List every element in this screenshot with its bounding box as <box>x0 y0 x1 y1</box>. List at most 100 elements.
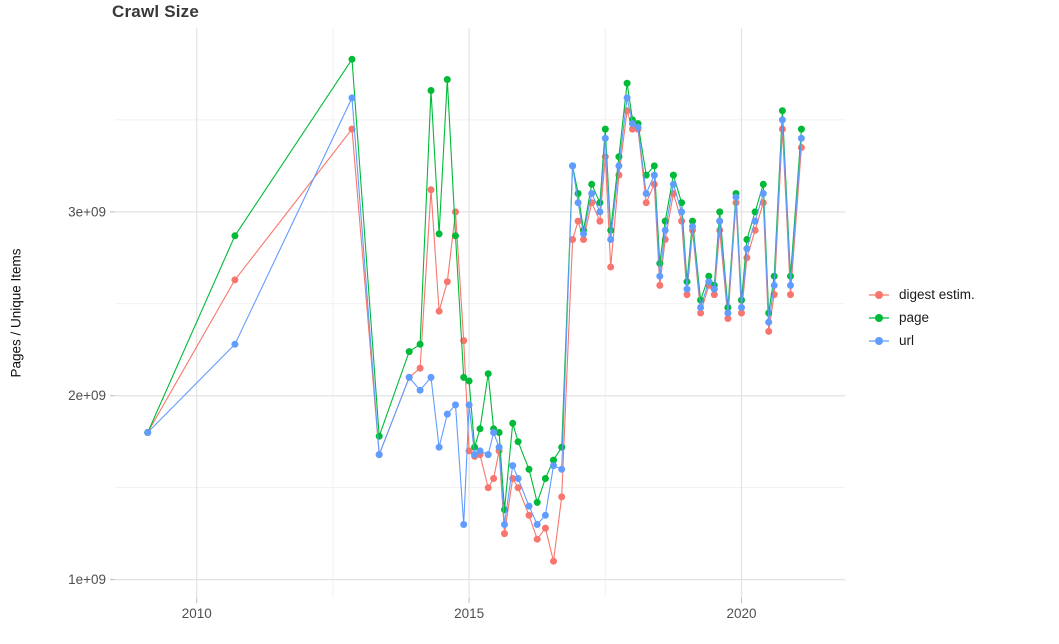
series-digest-estim <box>144 107 805 565</box>
data-point-url <box>697 304 705 311</box>
data-point-url <box>550 462 557 470</box>
data-point-url <box>569 162 577 170</box>
data-point-digest-estim <box>574 217 582 225</box>
data-point-url <box>541 511 549 519</box>
data-point-page <box>375 432 383 440</box>
x-tick-label: 2015 <box>454 606 484 621</box>
data-point-page <box>348 55 356 63</box>
data-point-url <box>705 278 713 286</box>
data-point-url <box>514 475 522 482</box>
y-axis-label: Pages / Unique Items <box>8 248 24 378</box>
data-point-page <box>797 125 805 133</box>
data-point-digest-estim <box>765 327 773 335</box>
series-url <box>144 94 805 528</box>
data-point-digest-estim <box>443 278 451 286</box>
data-point-page <box>759 180 767 188</box>
data-point-page <box>405 348 413 356</box>
data-point-page <box>705 272 713 280</box>
data-point-page <box>615 153 623 161</box>
data-point-page <box>656 259 664 267</box>
data-point-url <box>623 94 631 102</box>
data-point-digest-estim <box>596 217 604 225</box>
data-point-url <box>596 208 604 216</box>
data-point-digest-estim <box>569 236 577 243</box>
data-point-url <box>405 373 413 381</box>
data-point-url <box>435 443 443 451</box>
data-point-url <box>476 447 484 455</box>
data-point-page <box>509 419 517 427</box>
data-point-page <box>558 443 566 451</box>
grid-major <box>115 28 845 598</box>
data-point-url <box>732 193 740 201</box>
data-point-url <box>348 94 356 102</box>
data-point-url <box>787 281 794 289</box>
y-tick-label: 2e+09 <box>68 388 106 403</box>
data-point-page <box>596 199 604 207</box>
data-point-page <box>443 76 451 83</box>
data-point-url <box>460 521 468 528</box>
data-point-url <box>558 465 566 473</box>
series-page <box>144 55 805 514</box>
data-point-page <box>550 456 557 464</box>
data-point-page <box>514 438 522 446</box>
x-tick-label: 2010 <box>182 606 212 621</box>
x-tick-label: 2020 <box>726 606 756 621</box>
data-point-page <box>460 373 468 381</box>
data-point-url <box>642 190 650 197</box>
data-point-page <box>476 425 484 433</box>
data-point-url <box>669 180 677 188</box>
data-point-url <box>716 217 724 225</box>
data-point-url <box>574 199 582 207</box>
data-point-digest-estim <box>533 535 541 543</box>
data-point-url <box>484 451 492 459</box>
data-point-url <box>765 318 773 326</box>
data-point-url <box>778 116 786 124</box>
legend-item-page: page <box>866 309 975 326</box>
grid-minor <box>115 28 845 598</box>
data-point-url <box>724 309 732 317</box>
data-point-digest-estim <box>580 236 587 243</box>
data-point-digest-estim <box>501 530 508 538</box>
data-point-page <box>452 232 459 240</box>
data-point-page <box>541 475 549 482</box>
chart-title: Crawl Size <box>112 2 200 21</box>
data-point-url <box>443 410 451 418</box>
data-point-url <box>710 285 718 293</box>
y-tick-label: 1e+09 <box>68 572 106 587</box>
data-point-page <box>689 217 696 225</box>
data-point-page <box>465 377 473 385</box>
legend-item-digest-estim: digest estim. <box>866 286 975 303</box>
data-point-digest-estim <box>427 186 435 194</box>
data-point-page <box>716 208 724 216</box>
data-point-digest-estim <box>787 291 794 299</box>
data-point-url <box>501 521 508 528</box>
data-point-url <box>656 272 664 280</box>
data-point-digest-estim <box>558 493 566 501</box>
data-point-url <box>743 245 751 253</box>
data-point-url <box>689 223 696 231</box>
data-point-page <box>588 180 596 188</box>
data-point-url <box>509 462 517 470</box>
data-point-digest-estim <box>697 309 705 317</box>
legend-label-digest-estim: digest estim. <box>899 287 975 302</box>
data-point-url <box>416 386 424 394</box>
legend: digest estim. page url <box>866 286 975 349</box>
data-point-digest-estim <box>525 511 533 519</box>
data-point-digest-estim <box>541 524 549 532</box>
data-point-digest-estim <box>724 315 732 322</box>
data-point-page <box>495 429 503 436</box>
data-point-page <box>484 370 492 378</box>
data-point-digest-estim <box>607 263 615 271</box>
data-point-url <box>738 304 745 311</box>
legend-item-url: url <box>866 332 975 349</box>
data-point-digest-estim <box>514 484 522 492</box>
data-point-digest-estim <box>629 125 636 133</box>
axis-labels: 2010 2015 2020 1e+09 2e+09 3e+09 <box>68 204 756 621</box>
data-point-page <box>525 465 533 473</box>
data-point-page <box>669 171 677 179</box>
data-point-page <box>231 232 239 240</box>
data-point-url <box>144 429 152 436</box>
data-point-url <box>533 521 541 528</box>
data-point-page <box>435 230 443 238</box>
